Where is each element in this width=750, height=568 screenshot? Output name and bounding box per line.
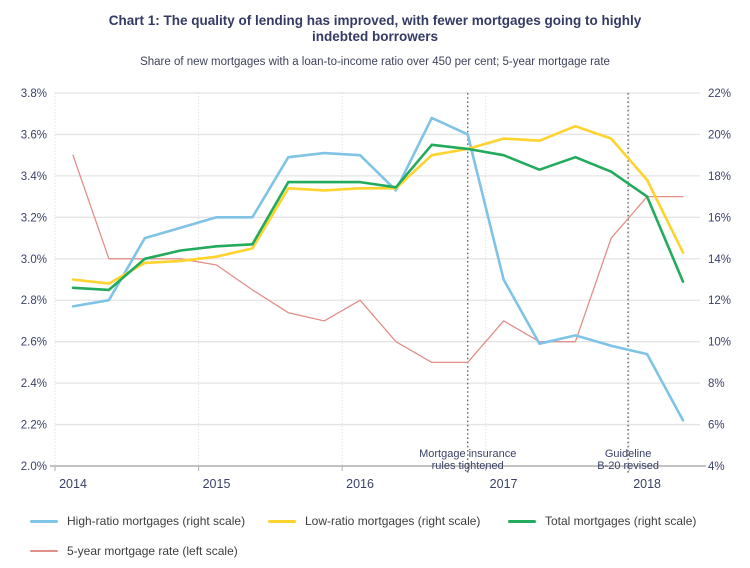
right-axis-tick: 16% — [708, 212, 731, 224]
chart-title-line1: Chart 1: The quality of lending has impr… — [108, 13, 642, 28]
left-axis-tick: 3.8% — [21, 88, 47, 100]
annotation-line2: rules tightened — [431, 459, 504, 472]
legend-item-rate: 5-year mortgage rate (left scale) — [30, 544, 238, 558]
right-axis-tick: 20% — [708, 129, 731, 141]
left-axis-tick: 2.0% — [21, 461, 47, 473]
series-low-ratio-line — [71, 124, 685, 285]
x-axis-year-label: 2014 — [59, 477, 87, 491]
annotation-line1: Guideline — [604, 448, 652, 460]
right-axis-tick: 6% — [708, 420, 725, 432]
left-axis-tick: 2.8% — [21, 295, 47, 307]
legend-swatch-low-ratio — [268, 519, 296, 523]
right-axis-tick: 22% — [708, 88, 731, 100]
right-axis-tick: 14% — [708, 254, 731, 266]
legend-item-high-ratio: High-ratio mortgages (right scale) — [30, 514, 245, 528]
x-axis-year-label: 2017 — [490, 477, 518, 491]
annotation-mortgage-insurance: Mortgage insurance rules tightened — [419, 448, 517, 472]
legend-item-total: Total mortgages (right scale) — [508, 514, 696, 528]
left-axis-tick: 2.2% — [21, 420, 47, 432]
x-axis-year-label: 2016 — [346, 477, 374, 491]
legend-label-low-ratio: Low-ratio mortgages (right scale) — [305, 514, 481, 528]
x-axis-year-label: 2018 — [633, 477, 661, 491]
left-axis-tick: 3.2% — [21, 212, 47, 224]
x-axis-year-label: 2015 — [203, 477, 231, 491]
annotation-line2: B-20 revised — [597, 459, 659, 472]
legend-label-rate: 5-year mortgage rate (left scale) — [67, 544, 238, 558]
right-axis-tick: 18% — [708, 171, 731, 183]
chart-title-line2: indebted borrowers — [311, 29, 438, 44]
legend-swatch-rate — [30, 550, 58, 552]
chart-subtitle: Share of new mortgages with a loan-to-in… — [140, 56, 610, 68]
legend-swatch-total — [508, 519, 536, 523]
series-rate5y-line — [72, 154, 684, 364]
chart-title: Chart 1: The quality of lending has impr… — [0, 13, 750, 45]
legend-label-high-ratio: High-ratio mortgages (right scale) — [67, 514, 246, 528]
legend-item-low-ratio: Low-ratio mortgages (right scale) — [268, 514, 480, 528]
right-axis-tick: 8% — [708, 378, 725, 390]
right-axis-tick: 12% — [708, 295, 731, 307]
legend-label-total: Total mortgages (right scale) — [545, 514, 697, 528]
series-high-ratio-line — [71, 116, 685, 422]
left-axis-tick: 2.6% — [21, 337, 47, 349]
left-axis-tick: 3.6% — [21, 129, 47, 141]
series-total-line — [71, 143, 685, 292]
left-axis-tick: 3.4% — [21, 171, 47, 183]
right-axis-tick: 4% — [708, 461, 725, 473]
annotation-line1: Mortgage insurance — [419, 448, 517, 460]
left-axis-tick: 3.0% — [21, 254, 47, 266]
right-axis-tick: 10% — [708, 337, 731, 349]
legend-swatch-high-ratio — [30, 519, 58, 523]
left-axis-tick: 2.4% — [21, 378, 47, 390]
annotation-guideline-b20: Guideline B-20 revised — [597, 448, 659, 472]
